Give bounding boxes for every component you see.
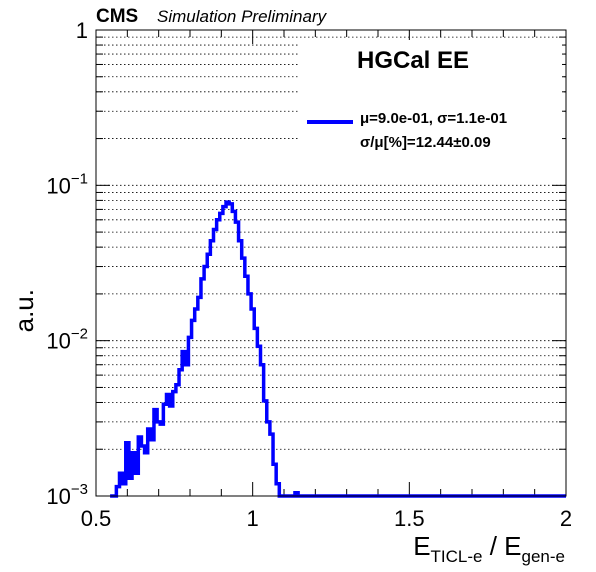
- y-tick-label: 10−1: [46, 170, 88, 198]
- axis-ticks: [95, 30, 567, 497]
- status-label: Simulation Preliminary: [157, 7, 328, 26]
- legend-line2: σ/μ[%]=12.44±0.09: [360, 134, 491, 151]
- x-axis-label: ETICL-e / Egen-e: [413, 531, 565, 566]
- y-axis-label: a.u.: [9, 289, 39, 332]
- legend-line1: μ=9.0e-01, σ=1.1e-01: [360, 110, 507, 127]
- plot-frame: [95, 29, 567, 497]
- x-tick-label: 0.5: [81, 506, 112, 531]
- series-line: [110, 200, 566, 498]
- x-tick-label: 1: [247, 506, 259, 531]
- tick-labels: 0.5 1 1.5 2 10−3 10−2 10−1 1: [46, 18, 572, 531]
- x-tick-label: 2: [560, 506, 572, 531]
- y-tick-label: 1: [76, 18, 88, 43]
- cms-label: CMS: [96, 6, 138, 27]
- y-tick-label: 10−3: [46, 481, 88, 509]
- series-layer: [110, 200, 566, 498]
- legend-background: [300, 40, 562, 158]
- y-tick-label: 10−2: [46, 326, 88, 354]
- x-tick-label: 1.5: [394, 506, 425, 531]
- panel-label: HGCal EE: [357, 47, 469, 74]
